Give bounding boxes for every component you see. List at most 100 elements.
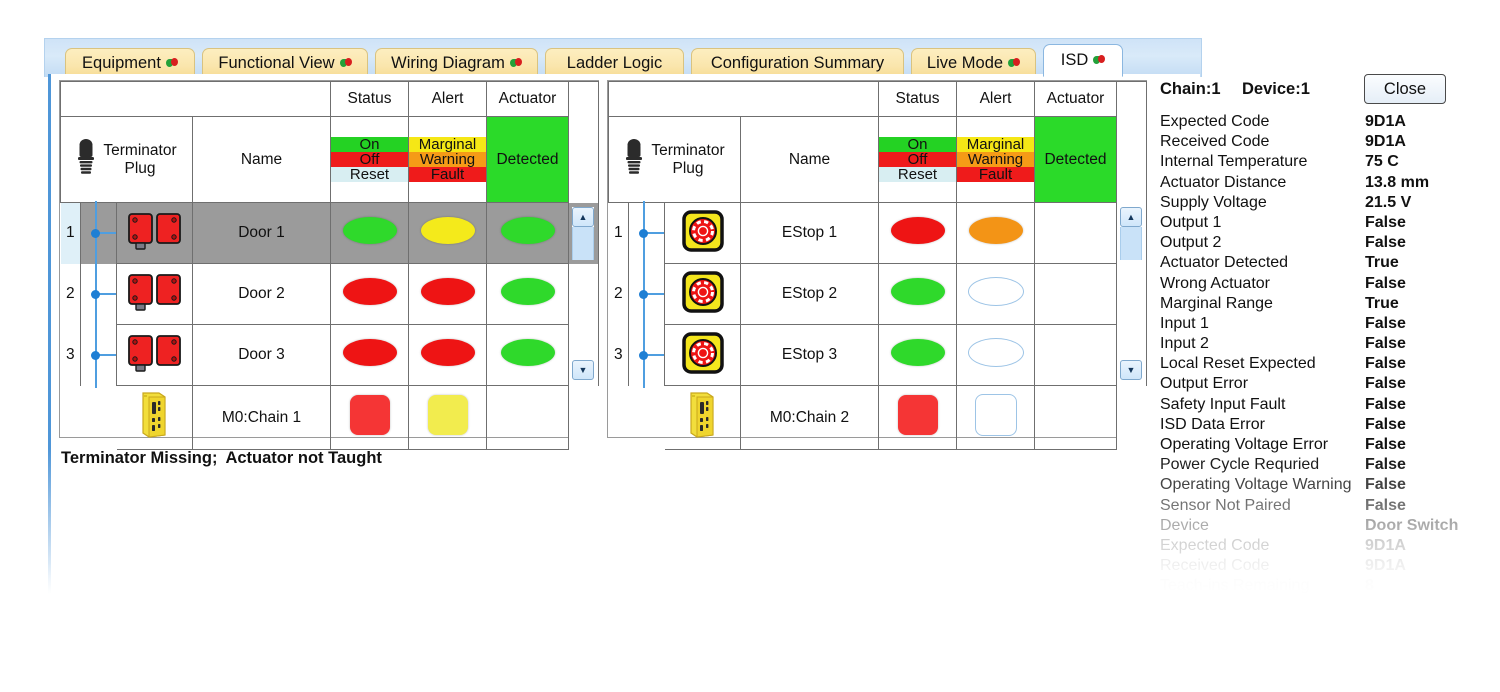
- table-row[interactable]: 2 Door 2: [60, 261, 599, 327]
- module-status-cell: [330, 385, 409, 450]
- chain-1-rows: 1 Door 1 ▲ 2 Door 2 3 Door 3 ▼ M0:Chain 1: [60, 201, 599, 450]
- module-name: M0:Chain 2: [740, 385, 879, 450]
- close-button[interactable]: Close: [1364, 74, 1446, 104]
- table-header-row: Status Alert Actuator: [60, 81, 599, 117]
- header-blank: [60, 81, 331, 117]
- scrollbar-track[interactable]: [1120, 226, 1142, 260]
- module-link-spacer: [629, 386, 665, 450]
- terminator-plug-cell: Terminator Plug: [608, 116, 741, 203]
- property-value: False: [1365, 274, 1406, 292]
- door-switch-icon: [127, 273, 183, 316]
- legend-state-marginal: Marginal: [957, 137, 1034, 152]
- property-key: Output 1: [1160, 213, 1222, 231]
- property-key: Local Reset Expected: [1160, 355, 1316, 373]
- device-alert-cell: [408, 263, 487, 325]
- header-blank: [608, 81, 879, 117]
- door-switch-icon: [127, 212, 183, 255]
- tab-label: Configuration Summary: [710, 53, 885, 72]
- property-value: False: [1365, 375, 1406, 393]
- table-row[interactable]: 1 Door 1 ▲: [60, 201, 599, 266]
- legend-state-reset: Reset: [331, 167, 408, 182]
- device-property-row: Device Door Switch: [1160, 516, 1490, 536]
- column-header-actuator: Actuator: [1034, 81, 1117, 117]
- module-row[interactable]: M0:Chain 1: [61, 385, 599, 450]
- scroll-up-button[interactable]: ▲: [1120, 206, 1142, 227]
- device-indicator-green: [890, 278, 945, 305]
- module-row-number: [609, 386, 629, 450]
- device-property-row: Sensor Not Paired False: [1160, 496, 1490, 516]
- chain-label: Chain:1: [1160, 79, 1221, 98]
- device-indicator-red: [420, 339, 475, 366]
- chain-node-dot: [90, 229, 100, 239]
- tab-isd[interactable]: ISD: [1043, 44, 1123, 77]
- scroll-down-button[interactable]: ▼: [1120, 359, 1142, 380]
- property-key: ISD Data Error: [1160, 415, 1265, 433]
- device-status-cell: [878, 202, 957, 264]
- device-name: Door 3: [192, 324, 331, 386]
- tab-label: Wiring Diagram: [391, 53, 505, 72]
- column-header-actuator: Actuator: [486, 81, 569, 117]
- table-row[interactable]: 3 Door 3 ▼: [60, 322, 599, 388]
- device-property-row: Supply Voltage 21.5 V: [1160, 193, 1490, 213]
- legend-state-warning: Warning: [409, 152, 486, 167]
- table-row[interactable]: 3 EStop 3 ▼: [608, 322, 1147, 388]
- scrollbar-bottom[interactable]: ▼: [572, 351, 594, 380]
- module-status-cell: [878, 385, 957, 450]
- legend-state-off: Off: [331, 152, 408, 167]
- chain-node-dot: [638, 229, 648, 239]
- legend-state-on: On: [331, 137, 408, 152]
- chain-stub: [645, 354, 664, 356]
- vertical-scrollbar[interactable]: ▲: [1120, 206, 1142, 260]
- scrollbar-cell[interactable]: [568, 263, 599, 325]
- property-value: False: [1365, 476, 1406, 494]
- terminator-plug-icon: [624, 138, 644, 181]
- scrollbar-track[interactable]: [572, 226, 594, 260]
- table-row[interactable]: 2 EStop 2: [608, 261, 1147, 327]
- tab-live-mode[interactable]: Live Mode: [911, 48, 1036, 77]
- estop-icon: [681, 209, 724, 256]
- scrollbar-cell[interactable]: ▲: [568, 202, 599, 264]
- device-indicator-green: [500, 278, 555, 305]
- chain-link-connector: [629, 261, 665, 327]
- module-actuator-cell: [1034, 385, 1117, 450]
- property-value: 9D1A: [1365, 536, 1406, 554]
- estop-icon: [681, 270, 724, 317]
- tab-equipment[interactable]: Equipment: [65, 48, 195, 77]
- chain-link-connector: [81, 261, 117, 327]
- property-key: Internal Temperature: [1160, 153, 1308, 171]
- chain-node-dot: [638, 351, 648, 360]
- device-icon-cell: [116, 263, 193, 325]
- terminator-plug-label: Terminator Plug: [103, 142, 177, 177]
- tab-configuration-summary[interactable]: Configuration Summary: [691, 48, 904, 77]
- scrollbar-cell[interactable]: ▼: [568, 324, 599, 386]
- module-row[interactable]: M0:Chain 2: [609, 385, 1147, 450]
- property-key: Expected Code: [1160, 536, 1270, 554]
- scrollbar-cell[interactable]: ▲: [1116, 202, 1147, 264]
- tab-ladder-logic[interactable]: Ladder Logic: [545, 48, 684, 77]
- device-actuator-cell: [486, 324, 569, 386]
- property-value: True: [1365, 254, 1399, 272]
- device-property-row: Input 1 False: [1160, 314, 1490, 334]
- property-value: 9D1A: [1365, 557, 1406, 575]
- tab-label: Equipment: [82, 53, 161, 72]
- device-property-row: Safety Input Fault False: [1160, 395, 1490, 415]
- scroll-up-button[interactable]: ▲: [572, 206, 594, 227]
- vertical-scrollbar[interactable]: ▲: [572, 206, 594, 260]
- chain-1-grid: Status Alert Actuator: [59, 80, 599, 450]
- device-property-row: Teach-ins Remaining 8: [1160, 576, 1490, 596]
- scroll-down-button[interactable]: ▼: [572, 359, 594, 380]
- tab-functional-view[interactable]: Functional View: [202, 48, 368, 77]
- property-key: Operating Voltage Error: [1160, 436, 1329, 453]
- status-message-part1: Terminator Missing;: [61, 449, 218, 467]
- device-actuator-cell: [486, 263, 569, 325]
- tab-wiring-diagram[interactable]: Wiring Diagram: [375, 48, 538, 77]
- device-property-row: Expected Code 9D1A: [1160, 112, 1490, 132]
- scrollbar-cell[interactable]: [1116, 263, 1147, 325]
- tab-label: Ladder Logic: [566, 53, 663, 72]
- scrollbar-cell[interactable]: ▼: [1116, 324, 1147, 386]
- property-key: Actuator Distance: [1160, 173, 1287, 191]
- device-indicator-empty: [967, 338, 1024, 367]
- scrollbar-bottom[interactable]: ▼: [1120, 351, 1142, 380]
- column-header-status: Status: [878, 81, 957, 117]
- table-row[interactable]: 1 EStop 1 ▲: [608, 201, 1147, 266]
